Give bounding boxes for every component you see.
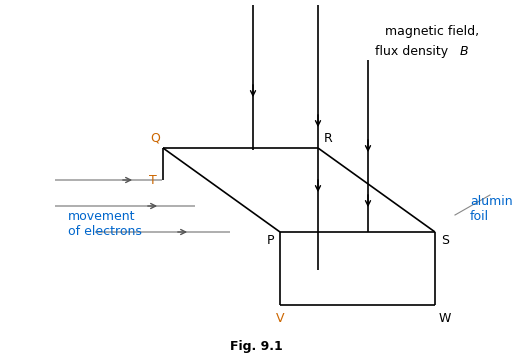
- Text: magnetic field,: magnetic field,: [385, 25, 479, 38]
- Text: foil: foil: [470, 210, 489, 223]
- Text: B: B: [460, 45, 468, 58]
- Text: S: S: [441, 233, 449, 247]
- Text: Q: Q: [150, 131, 160, 144]
- Text: R: R: [324, 131, 332, 144]
- Text: of electrons: of electrons: [68, 225, 142, 238]
- Text: movement: movement: [68, 210, 136, 223]
- Text: V: V: [276, 312, 284, 325]
- Text: P: P: [266, 233, 274, 247]
- Text: T: T: [149, 173, 157, 186]
- Text: Fig. 9.1: Fig. 9.1: [229, 340, 283, 353]
- Text: W: W: [439, 312, 451, 325]
- Text: flux density: flux density: [375, 45, 452, 58]
- Text: aluminium: aluminium: [470, 195, 512, 208]
